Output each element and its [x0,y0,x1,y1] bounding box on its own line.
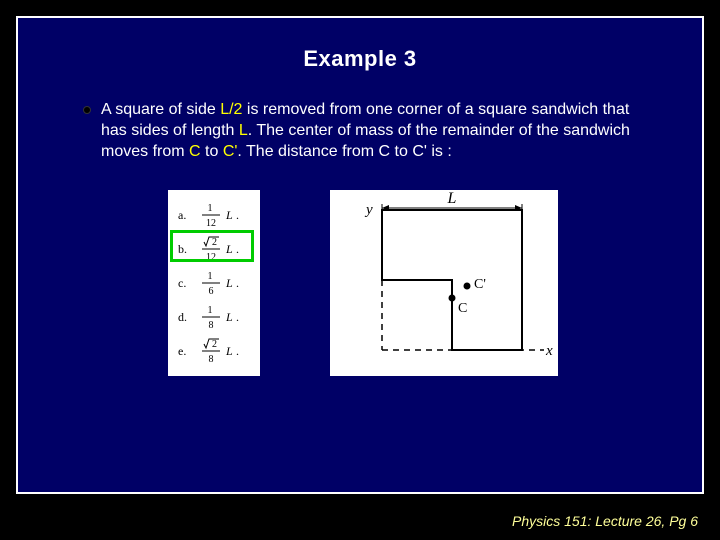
svg-text:1: 1 [208,271,213,282]
svg-text:.: . [236,344,239,358]
svg-text:c.: c. [178,276,186,290]
svg-text:d.: d. [178,310,187,324]
svg-text:y: y [364,202,373,218]
t1: A square of side [101,101,220,118]
svg-text:8: 8 [209,320,214,331]
problem-text: A square of side L/2 is removed from one… [101,100,642,162]
diagram-box: y x L C C' [330,190,558,376]
hl1: L/2 [220,101,242,118]
svg-text:.: . [236,276,239,290]
svg-text:C: C [458,301,467,316]
hl4: C' [223,143,238,160]
diagram-svg: y x L C C' [330,190,558,376]
svg-text:.: . [236,310,239,324]
svg-text:L: L [225,344,233,358]
svg-text:e.: e. [178,344,186,358]
t5: . The distance from C to C' is : [237,143,451,160]
t4: to [201,143,223,160]
figures-row: a.112L.b.212L.c.16L.d.18L.e.28L. yxLCC' [168,190,662,376]
svg-text:L: L [225,208,233,222]
svg-text:L: L [225,276,233,290]
svg-text:L: L [225,242,233,256]
svg-text:2: 2 [212,237,217,248]
answers-svg: a.112L.b.212L.c.16L.d.18L.e.28L. [168,190,260,376]
svg-text:b.: b. [178,242,187,256]
answers-box: a.112L.b.212L.c.16L.d.18L.e.28L. [168,190,260,376]
slide-footer: Physics 151: Lecture 26, Pg 6 [512,513,698,529]
slide-frame: Example 3 A square of side L/2 is remove… [16,16,704,494]
problem-block: A square of side L/2 is removed from one… [83,100,642,162]
hl2: L [239,122,248,139]
svg-text:C': C' [474,277,486,292]
svg-text:1: 1 [208,305,213,316]
svg-text:12: 12 [206,252,216,263]
svg-text:.: . [236,242,239,256]
svg-text:1: 1 [208,203,213,214]
bullet-icon [83,106,91,114]
svg-text:x: x [545,343,553,359]
svg-text:2: 2 [212,339,217,350]
slide-title: Example 3 [58,46,662,72]
svg-text:L: L [447,190,457,207]
svg-text:8: 8 [209,354,214,365]
svg-text:12: 12 [206,218,216,229]
svg-text:.: . [236,208,239,222]
hl3: C [189,143,201,160]
svg-text:a.: a. [178,208,186,222]
svg-text:L: L [225,310,233,324]
svg-text:6: 6 [209,286,214,297]
